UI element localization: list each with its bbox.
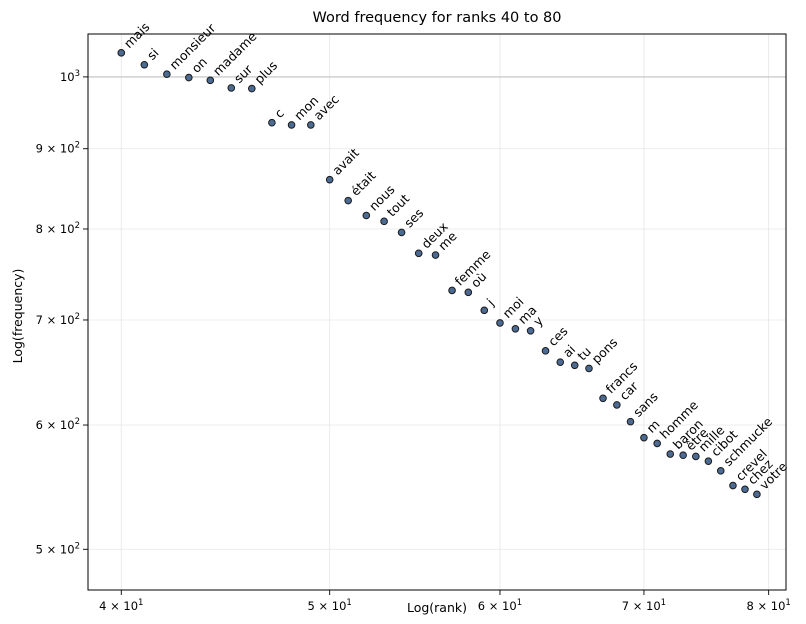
data-point xyxy=(248,84,256,93)
data-point xyxy=(585,364,593,373)
x-tick-label: 6 × 101 xyxy=(478,598,522,613)
data-point xyxy=(185,73,193,82)
y-tick-label: 9 × 102 xyxy=(36,141,80,156)
data-point xyxy=(640,433,648,442)
data-point xyxy=(268,118,276,127)
data-point xyxy=(556,358,565,366)
y-tick-label: 7 × 102 xyxy=(36,312,80,327)
data-point xyxy=(666,450,675,458)
data-point xyxy=(431,251,440,259)
data-point xyxy=(541,347,550,355)
y-tick-label: 8 × 102 xyxy=(36,221,80,236)
data-point xyxy=(653,439,661,448)
data-point xyxy=(344,196,352,205)
data-point xyxy=(729,481,737,490)
data-point xyxy=(140,60,149,69)
data-point xyxy=(325,175,334,184)
data-point xyxy=(626,417,635,426)
data-point xyxy=(716,467,725,475)
data-point xyxy=(448,286,456,295)
data-point xyxy=(679,451,687,460)
data-point xyxy=(397,228,406,237)
x-tick-label: 7 × 101 xyxy=(622,598,666,613)
data-point xyxy=(163,70,171,78)
axis-ticks: 4 × 101 5 × 101 6 × 101 7 × 101 8 × 101 5 × 1… xyxy=(36,69,791,613)
data-point xyxy=(287,121,296,129)
y-tick-label: 5 × 102 xyxy=(36,541,80,556)
x-tick-label: 5 × 101 xyxy=(308,598,352,613)
plot-frame xyxy=(87,33,787,591)
data-point xyxy=(741,485,749,494)
chart-title: Word frequency for ranks 40 to 80 xyxy=(312,10,561,26)
data-point xyxy=(414,249,423,258)
data-point xyxy=(227,84,236,92)
x-tick-label: 8 × 101 xyxy=(746,598,790,613)
x-tick-label: 4 × 101 xyxy=(99,598,143,613)
data-point xyxy=(464,288,473,297)
data-point xyxy=(380,217,388,226)
data-point xyxy=(511,325,520,333)
data-point xyxy=(307,121,315,129)
data-point xyxy=(692,452,700,461)
data-points xyxy=(117,49,761,499)
data-point xyxy=(496,319,504,327)
data-point xyxy=(526,326,535,335)
data-point xyxy=(206,76,215,85)
x-axis-label: Log(rank) xyxy=(407,600,467,615)
data-point xyxy=(117,49,126,57)
data-point xyxy=(570,361,579,370)
data-point xyxy=(480,306,489,315)
y-axis-label: Log(frequency) xyxy=(10,269,25,364)
data-point xyxy=(704,457,713,465)
y-tick-label: 6 × 102 xyxy=(36,417,80,432)
data-point xyxy=(362,211,371,220)
data-point xyxy=(753,490,761,499)
data-point xyxy=(599,394,607,403)
data-point xyxy=(613,401,621,409)
